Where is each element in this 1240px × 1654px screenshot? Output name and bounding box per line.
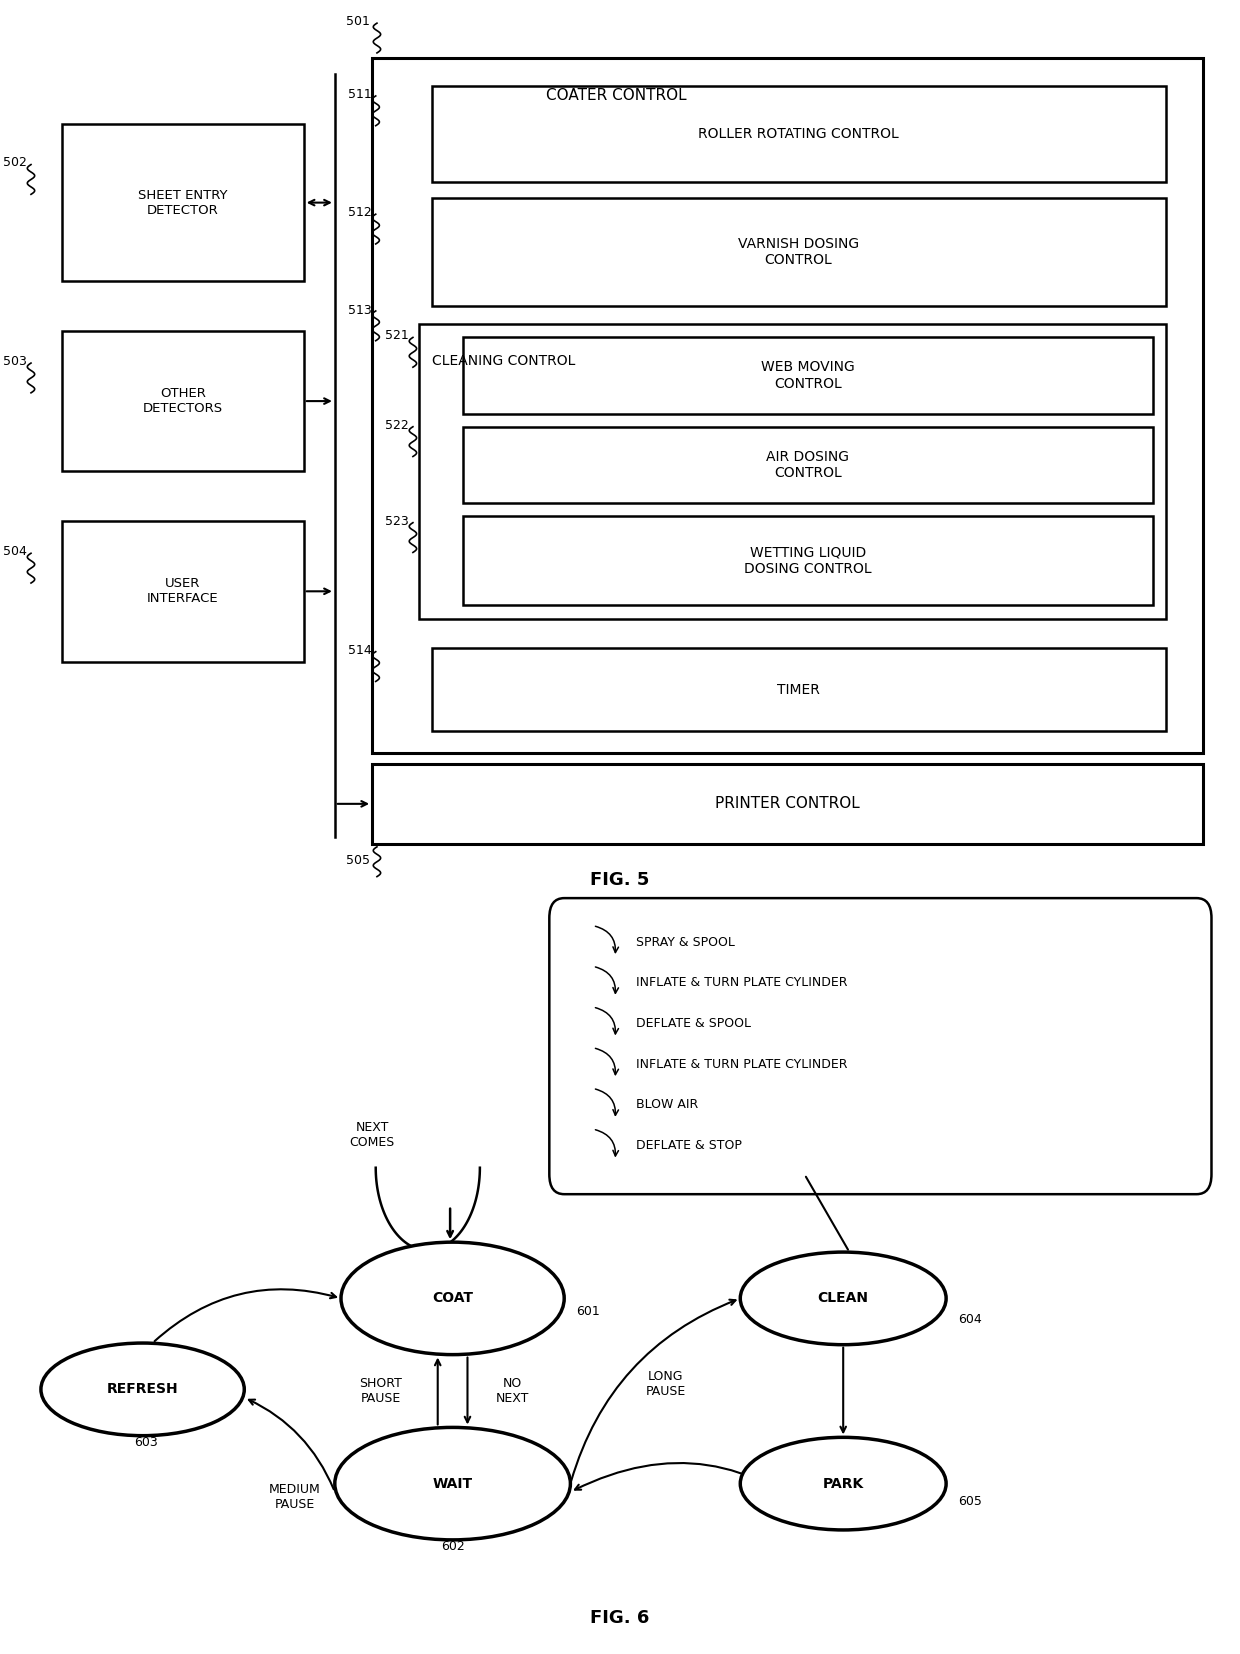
Text: TIMER: TIMER	[777, 683, 820, 696]
Bar	[463, 337, 1153, 414]
Text: NEXT
COMES: NEXT COMES	[350, 1121, 394, 1148]
Text: SHEET ENTRY
DETECTOR: SHEET ENTRY DETECTOR	[138, 189, 228, 217]
Bar	[419, 324, 1166, 619]
Text: FIG. 5: FIG. 5	[590, 872, 650, 888]
Text: COAT: COAT	[432, 1292, 474, 1305]
Text: WEB MOVING
CONTROL: WEB MOVING CONTROL	[761, 361, 854, 390]
Text: 523: 523	[386, 514, 409, 528]
Text: MEDIUM
PAUSE: MEDIUM PAUSE	[269, 1484, 321, 1510]
Text: CLEANING CONTROL: CLEANING CONTROL	[432, 354, 575, 367]
Text: INFLATE & TURN PLATE CYLINDER: INFLATE & TURN PLATE CYLINDER	[636, 1057, 848, 1070]
Text: LONG
PAUSE: LONG PAUSE	[646, 1371, 686, 1398]
Text: SHORT
PAUSE: SHORT PAUSE	[360, 1378, 402, 1404]
Bar	[372, 58, 1203, 753]
Bar	[372, 764, 1203, 844]
Bar	[62, 331, 304, 471]
Text: OTHER
DETECTORS: OTHER DETECTORS	[143, 387, 223, 415]
Ellipse shape	[341, 1242, 564, 1355]
Text: NO
NEXT: NO NEXT	[496, 1378, 528, 1404]
Text: 511: 511	[348, 88, 372, 101]
Bar	[463, 516, 1153, 605]
Text: CLEAN: CLEAN	[817, 1292, 869, 1305]
Text: WETTING LIQUID
DOSING CONTROL: WETTING LIQUID DOSING CONTROL	[744, 546, 872, 576]
Ellipse shape	[740, 1437, 946, 1530]
Text: PARK: PARK	[822, 1477, 864, 1490]
Text: DEFLATE & STOP: DEFLATE & STOP	[636, 1140, 742, 1153]
Text: 502: 502	[4, 157, 27, 169]
Text: FIG. 6: FIG. 6	[590, 1609, 650, 1626]
Bar	[463, 427, 1153, 503]
Text: 601: 601	[577, 1305, 600, 1318]
Text: 501: 501	[346, 15, 370, 28]
Bar	[432, 648, 1166, 731]
Text: 604: 604	[959, 1313, 982, 1327]
Text: COATER CONTROL: COATER CONTROL	[546, 88, 686, 103]
Text: REFRESH: REFRESH	[107, 1383, 179, 1396]
Text: 603: 603	[134, 1436, 157, 1449]
Ellipse shape	[41, 1343, 244, 1436]
Text: INFLATE & TURN PLATE CYLINDER: INFLATE & TURN PLATE CYLINDER	[636, 976, 848, 989]
Text: 602: 602	[440, 1540, 465, 1553]
Text: 512: 512	[348, 207, 372, 218]
Text: 605: 605	[959, 1495, 982, 1508]
Text: 505: 505	[346, 853, 370, 867]
Text: AIR DOSING
CONTROL: AIR DOSING CONTROL	[766, 450, 849, 480]
Text: 514: 514	[348, 643, 372, 657]
Text: WAIT: WAIT	[433, 1477, 472, 1490]
Text: VARNISH DOSING
CONTROL: VARNISH DOSING CONTROL	[738, 237, 859, 268]
Text: BLOW AIR: BLOW AIR	[636, 1098, 698, 1111]
FancyBboxPatch shape	[549, 898, 1211, 1194]
Text: DEFLATE & SPOOL: DEFLATE & SPOOL	[636, 1017, 751, 1030]
Bar	[432, 86, 1166, 182]
Text: 521: 521	[386, 329, 409, 342]
Text: ROLLER ROTATING CONTROL: ROLLER ROTATING CONTROL	[698, 127, 899, 141]
Ellipse shape	[335, 1427, 570, 1540]
Text: 504: 504	[4, 546, 27, 557]
Bar	[432, 198, 1166, 306]
Ellipse shape	[740, 1252, 946, 1345]
Text: PRINTER CONTROL: PRINTER CONTROL	[715, 796, 859, 812]
Text: 513: 513	[348, 304, 372, 318]
Text: 522: 522	[386, 418, 409, 432]
Bar	[62, 124, 304, 281]
Text: 503: 503	[4, 356, 27, 367]
Bar	[62, 521, 304, 662]
Text: SPRAY & SPOOL: SPRAY & SPOOL	[636, 936, 735, 949]
Text: USER
INTERFACE: USER INTERFACE	[148, 577, 218, 605]
